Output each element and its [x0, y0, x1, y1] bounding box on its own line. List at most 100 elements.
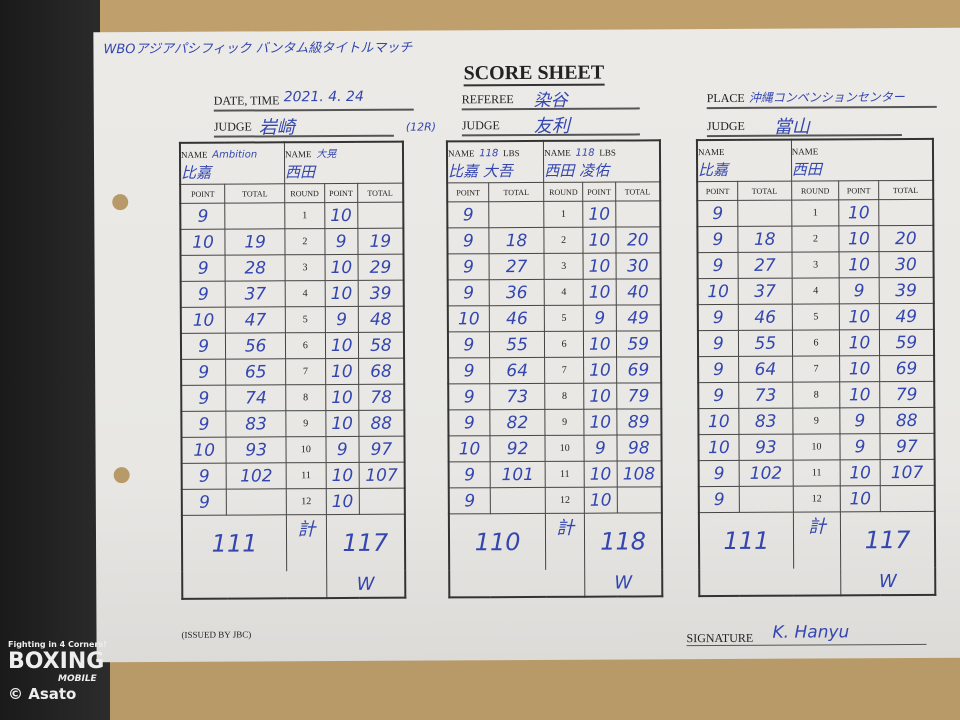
red-point: 10 [180, 229, 226, 256]
punch-hole [113, 467, 130, 484]
red-total: 83 [226, 410, 287, 438]
blue-point: 10 [583, 227, 616, 254]
red-point: 9 [180, 255, 226, 282]
blue-point: 10 [325, 358, 359, 385]
red-total [226, 488, 287, 516]
red-point: 9 [447, 201, 489, 228]
round-row: 9 64 7 10 69 [698, 355, 935, 383]
round-row: 10 93 10 9 97 [181, 436, 405, 464]
red-point: 10 [698, 434, 739, 461]
red-total: 37 [738, 278, 793, 305]
round-number: 1 [791, 199, 840, 227]
blue-point: 10 [838, 199, 879, 226]
red-total: 83 [738, 408, 793, 435]
blue-total: 59 [879, 329, 935, 356]
red-total: 55 [738, 330, 793, 357]
blue-total [880, 485, 935, 512]
round-row: 9 18 2 10 20 [447, 226, 661, 254]
blue-point: 10 [583, 383, 617, 410]
round-number: 3 [285, 254, 325, 281]
round-number: 8 [544, 383, 584, 410]
blue-point: 10 [839, 251, 879, 278]
red-point: 10 [698, 408, 739, 435]
red-corner-name: NAME 比嘉 [696, 139, 792, 182]
watermark-tagline: Fighting in 4 Corners! [8, 640, 107, 649]
red-point: 9 [180, 333, 226, 360]
round-number: 2 [791, 225, 840, 253]
red-corner-name: NAME Ambition 比嘉 [179, 142, 285, 185]
blue-point: 10 [839, 303, 880, 330]
event-title: WBOアジアパシフィック バンタム級タイトルマッチ [103, 40, 413, 58]
red-total: 36 [489, 279, 545, 306]
column-header-total: TOTAL [488, 182, 544, 202]
punch-hole [112, 194, 129, 211]
round-number: 2 [544, 227, 584, 254]
round-number: 9 [545, 409, 585, 436]
round-number: 7 [285, 358, 326, 385]
lbs-label: LBS [599, 147, 616, 158]
round-number: 3 [791, 251, 840, 279]
blue-total: 69 [879, 355, 935, 382]
blue-total: 20 [878, 225, 934, 252]
red-total [490, 487, 546, 514]
blue-total: 97 [358, 436, 405, 463]
round-row: 9 65 7 10 68 [181, 358, 405, 386]
round-number: 11 [286, 462, 326, 489]
red-point: 9 [181, 411, 227, 438]
blue-total: 30 [615, 252, 661, 280]
round-row: 9 102 11 10 107 [698, 459, 935, 487]
sum-label: 計 [545, 513, 585, 570]
round-number: 4 [544, 279, 584, 306]
red-point: 10 [697, 278, 739, 305]
column-header-total: TOTAL [224, 183, 285, 204]
blue-total: 88 [879, 407, 935, 434]
signature-label: SIGNATURE [686, 630, 754, 646]
round-row: 10 19 2 9 19 [180, 228, 404, 256]
round-number: 5 [544, 305, 584, 332]
red-point: 9 [697, 330, 739, 357]
red-total: 19 [225, 228, 286, 256]
blue-point: 10 [324, 280, 359, 307]
red-total [225, 202, 285, 230]
blue-point: 10 [582, 201, 616, 228]
score-sheet: WBOアジアパシフィック バンタム級タイトルマッチ SCORE SHEET DA… [93, 27, 960, 663]
red-total: 18 [737, 226, 792, 253]
blue-point: 10 [583, 279, 616, 306]
red-point: 9 [697, 304, 739, 331]
signature: K. Hanyu [772, 622, 850, 643]
red-total [737, 200, 792, 227]
round-number: 5 [792, 303, 840, 331]
blue-total: 48 [358, 306, 404, 333]
winner-mark: W [584, 569, 663, 597]
red-point: 9 [447, 279, 490, 306]
blue-corner-name: NAME 西田 [791, 138, 934, 182]
watermark-logo: Fighting in 4 Corners! BOXING MOBILE © A… [8, 640, 107, 703]
column-header-total: TOTAL [357, 183, 404, 203]
blue-total: 78 [358, 384, 405, 411]
column-header-total: TOTAL [878, 180, 934, 200]
red-point: 9 [448, 487, 491, 514]
red-point: 9 [180, 203, 226, 230]
round-number: 7 [792, 355, 840, 383]
red-point: 9 [448, 357, 490, 384]
red-point: 9 [447, 227, 489, 254]
round-number: 12 [793, 485, 841, 513]
column-header-total: TOTAL [737, 181, 792, 201]
column-header-round: ROUND [791, 180, 839, 201]
judge-label-3: JUDGE [706, 118, 745, 134]
winner-mark: W [326, 570, 406, 599]
red-total: 46 [489, 305, 545, 332]
red-corner-name: NAME 118 LBS 比嘉 大吾 [446, 140, 544, 183]
red-point: 9 [698, 460, 740, 487]
red-total: 27 [737, 252, 792, 279]
blue-point: 9 [325, 436, 359, 463]
scorecard-judge-1: NAME Ambition 比嘉 NAME 大晃 西田 POINT TOTAL ROUND P… [178, 140, 407, 600]
red-total [739, 486, 794, 513]
scorecard-judge-3: NAME 比嘉 NAME 西田 POINT TOTAL ROUND POINT TOTAL 9… [695, 137, 937, 598]
red-final-score: 110 [448, 513, 546, 571]
red-point: 10 [448, 435, 491, 462]
sheet-title: SCORE SHEET [463, 61, 605, 87]
winner-mark: W [840, 567, 936, 596]
red-point: 9 [180, 281, 226, 308]
red-total: 73 [738, 382, 793, 409]
